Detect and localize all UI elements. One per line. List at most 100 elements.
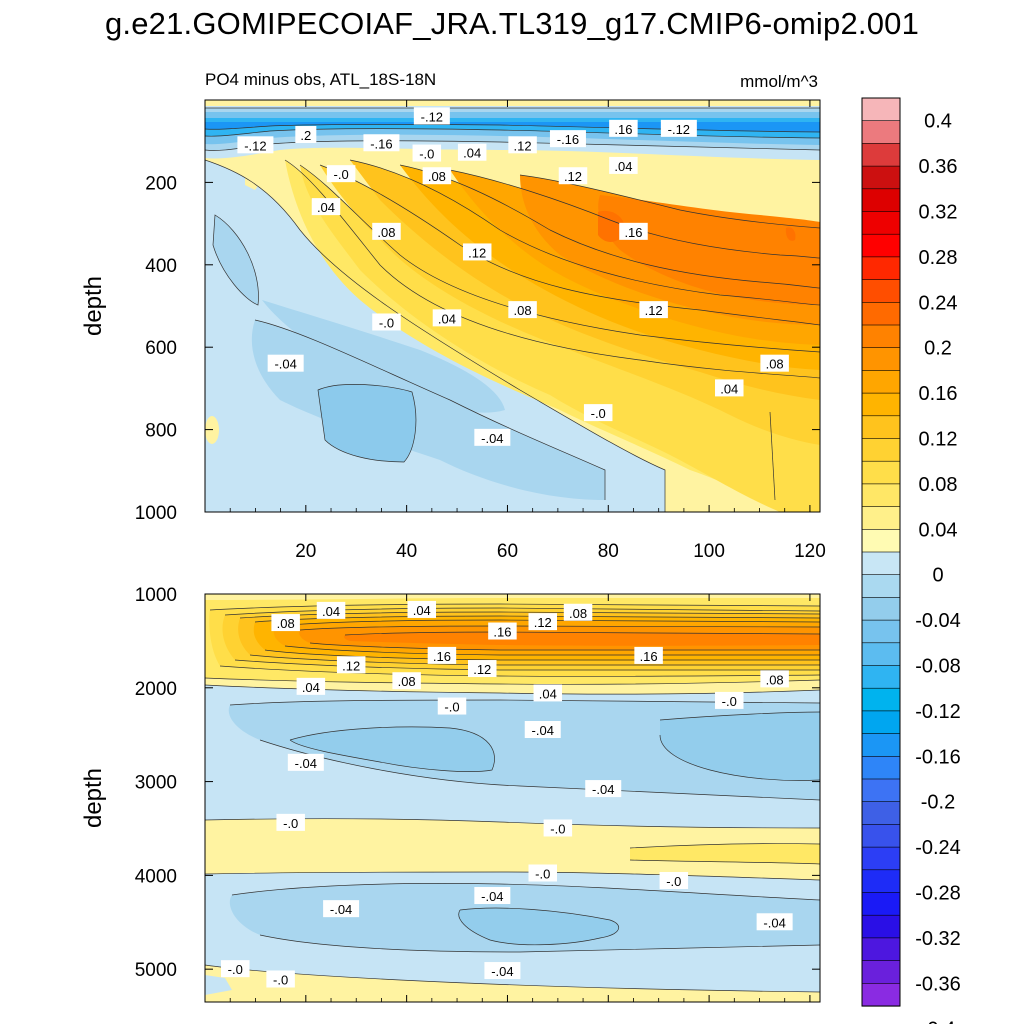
lower-contour-label-text: -.04 bbox=[592, 782, 614, 797]
colorbar-label: 0.04 bbox=[919, 519, 958, 541]
lower-contour-label: -.0 bbox=[276, 813, 305, 831]
colorbar-box bbox=[861, 97, 901, 122]
upper-x-tick-label: 120 bbox=[794, 541, 826, 562]
colorbar-box bbox=[861, 619, 901, 644]
colorbar-label: 0.36 bbox=[919, 156, 958, 178]
colorbar-box bbox=[861, 347, 901, 372]
lower-contour-label-text: -.04 bbox=[763, 915, 785, 930]
lower-contour-label: -.04 bbox=[474, 887, 511, 905]
upper-contour-label: -.0 bbox=[583, 404, 613, 422]
lower-contour-label: .08 bbox=[563, 603, 593, 621]
colorbar-label: -0.24 bbox=[915, 837, 961, 859]
colorbar-box bbox=[861, 143, 901, 167]
lower-contour-label-text: -.0 bbox=[273, 972, 288, 987]
upper-contour-label: -.0 bbox=[372, 313, 401, 331]
upper-y-tick-label: 600 bbox=[145, 338, 177, 359]
colorbar-label: 0.24 bbox=[919, 292, 958, 314]
lower-contour-label: .12 bbox=[468, 660, 497, 678]
lower-contour-label: .08 bbox=[271, 614, 300, 632]
lower-contour-label: .16 bbox=[427, 646, 457, 664]
lower-contour-label-text: -.04 bbox=[481, 889, 503, 904]
upper-contour-label: .2 bbox=[295, 126, 317, 143]
lower-y-axis-label: depth bbox=[80, 768, 107, 828]
colorbar-box bbox=[861, 914, 901, 939]
lower-contour-label-text: .16 bbox=[640, 649, 658, 664]
lower-contour-label-text: .04 bbox=[302, 680, 320, 695]
upper-contour-label-text: .16 bbox=[614, 122, 632, 137]
colorbar-box bbox=[861, 233, 901, 258]
upper-contour-label-text: -.04 bbox=[274, 357, 296, 372]
upper-x-tick-label: 100 bbox=[693, 541, 725, 562]
upper-contour-label: -.04 bbox=[474, 428, 511, 446]
upper-contour-label-text: -.0 bbox=[591, 406, 606, 421]
colorbar-box bbox=[861, 415, 901, 440]
upper-axis-ticks: 20 40 60 80 100 120 200 400 600 800 1000 bbox=[135, 100, 826, 562]
lower-contour-label: .04 bbox=[407, 600, 437, 618]
colorbar-label: -0.2 bbox=[921, 792, 955, 814]
lower-contour-label: .04 bbox=[296, 677, 326, 695]
colorbar-box bbox=[861, 710, 901, 735]
lower-contour-label-text: .16 bbox=[493, 625, 511, 640]
colorbar-box bbox=[861, 733, 901, 757]
upper-contour-label-text: .04 bbox=[438, 311, 456, 326]
upper-contour-label-text: .2 bbox=[300, 128, 311, 143]
upper-contour-label: .04 bbox=[432, 309, 462, 327]
upper-contour-label: .12 bbox=[508, 136, 537, 154]
upper-contour-label: .04 bbox=[457, 143, 487, 161]
lower-contour-label: .16 bbox=[488, 622, 517, 640]
lower-y-tick-label: 1000 bbox=[135, 585, 177, 606]
lower-contour-label: -.04 bbox=[484, 962, 521, 980]
lower-contour-label: -.0 bbox=[437, 697, 467, 715]
lower-contour-label-text: .08 bbox=[277, 616, 295, 631]
upper-contour-label-text: -.0 bbox=[334, 167, 349, 182]
upper-contour-label-text: -.04 bbox=[481, 431, 503, 446]
upper-contour-label-text: .08 bbox=[766, 357, 784, 372]
lower-contour-label-text: .16 bbox=[433, 649, 451, 664]
upper-contour-label-text: -.0 bbox=[419, 147, 434, 162]
upper-contour-label-text: .04 bbox=[720, 381, 738, 396]
colorbar-label: 0.2 bbox=[924, 338, 952, 360]
colorbar-box bbox=[861, 370, 901, 394]
upper-contour-label-text: .16 bbox=[624, 225, 642, 240]
colorbar: 0.4 0.36 0.32 0.28 0.24 0.2 0.16 0.12 0.08 0.04 0 -… bbox=[861, 97, 961, 1024]
upper-contour-labels: -.12 -.12 .2 -.16 -.0 .04 .12 -.16 .16 -.12 -.0 .08… bbox=[237, 107, 789, 446]
upper-contour-label: .16 bbox=[609, 119, 638, 137]
upper-contour-label-text: .04 bbox=[614, 159, 632, 174]
colorbar-label: 0.08 bbox=[919, 474, 958, 496]
lower-contour-label-text: -.0 bbox=[535, 867, 550, 882]
upper-contour-label: .08 bbox=[372, 222, 401, 240]
upper-y-tick-label: 200 bbox=[145, 173, 177, 194]
upper-contour-label: .12 bbox=[639, 301, 668, 319]
upper-contour-label: .12 bbox=[462, 243, 492, 261]
colorbar-box bbox=[861, 120, 901, 144]
upper-contour-label: -.16 bbox=[549, 130, 586, 148]
upper-contour-label: -.0 bbox=[412, 144, 442, 162]
colorbar-box bbox=[861, 960, 901, 984]
colorbar-box bbox=[861, 778, 901, 803]
lower-contour-label: .12 bbox=[528, 613, 557, 631]
lower-contour-label: .08 bbox=[392, 672, 421, 690]
upper-contour-label-text: .04 bbox=[463, 146, 481, 161]
colorbar-box bbox=[861, 551, 901, 576]
lower-contour-label: -.0 bbox=[715, 691, 744, 709]
upper-contour-label: -.16 bbox=[363, 134, 400, 152]
upper-panel: PO4 minus obs, ATL_18S-18N mmol/m^3 bbox=[80, 70, 826, 562]
lower-contour-field bbox=[205, 594, 820, 1002]
lower-contour-label-text: .08 bbox=[569, 606, 587, 621]
figure-title: g.e21.GOMIPECOIAF_JRA.TL319_g17.CMIP6-om… bbox=[104, 6, 920, 41]
upper-contour-label: .04 bbox=[609, 156, 638, 174]
upper-contour-label-text: -.12 bbox=[244, 138, 266, 153]
lower-contour-label-text: .12 bbox=[473, 662, 491, 677]
lower-contour-label-text: -.0 bbox=[228, 962, 243, 977]
lower-contour-label-text: .12 bbox=[534, 615, 552, 630]
upper-contour-label-text: .08 bbox=[377, 225, 395, 240]
upper-x-tick-label: 60 bbox=[497, 541, 518, 562]
upper-contour-label-text: .04 bbox=[317, 200, 335, 215]
lower-contour-label-text: .08 bbox=[766, 672, 784, 687]
colorbar-label: 0.16 bbox=[919, 383, 958, 405]
lower-contour-label-text: .04 bbox=[539, 686, 557, 701]
upper-contour-label: -.12 bbox=[237, 136, 274, 154]
upper-contour-field bbox=[205, 100, 820, 512]
colorbar-box bbox=[861, 824, 901, 848]
colorbar-box bbox=[861, 460, 901, 485]
